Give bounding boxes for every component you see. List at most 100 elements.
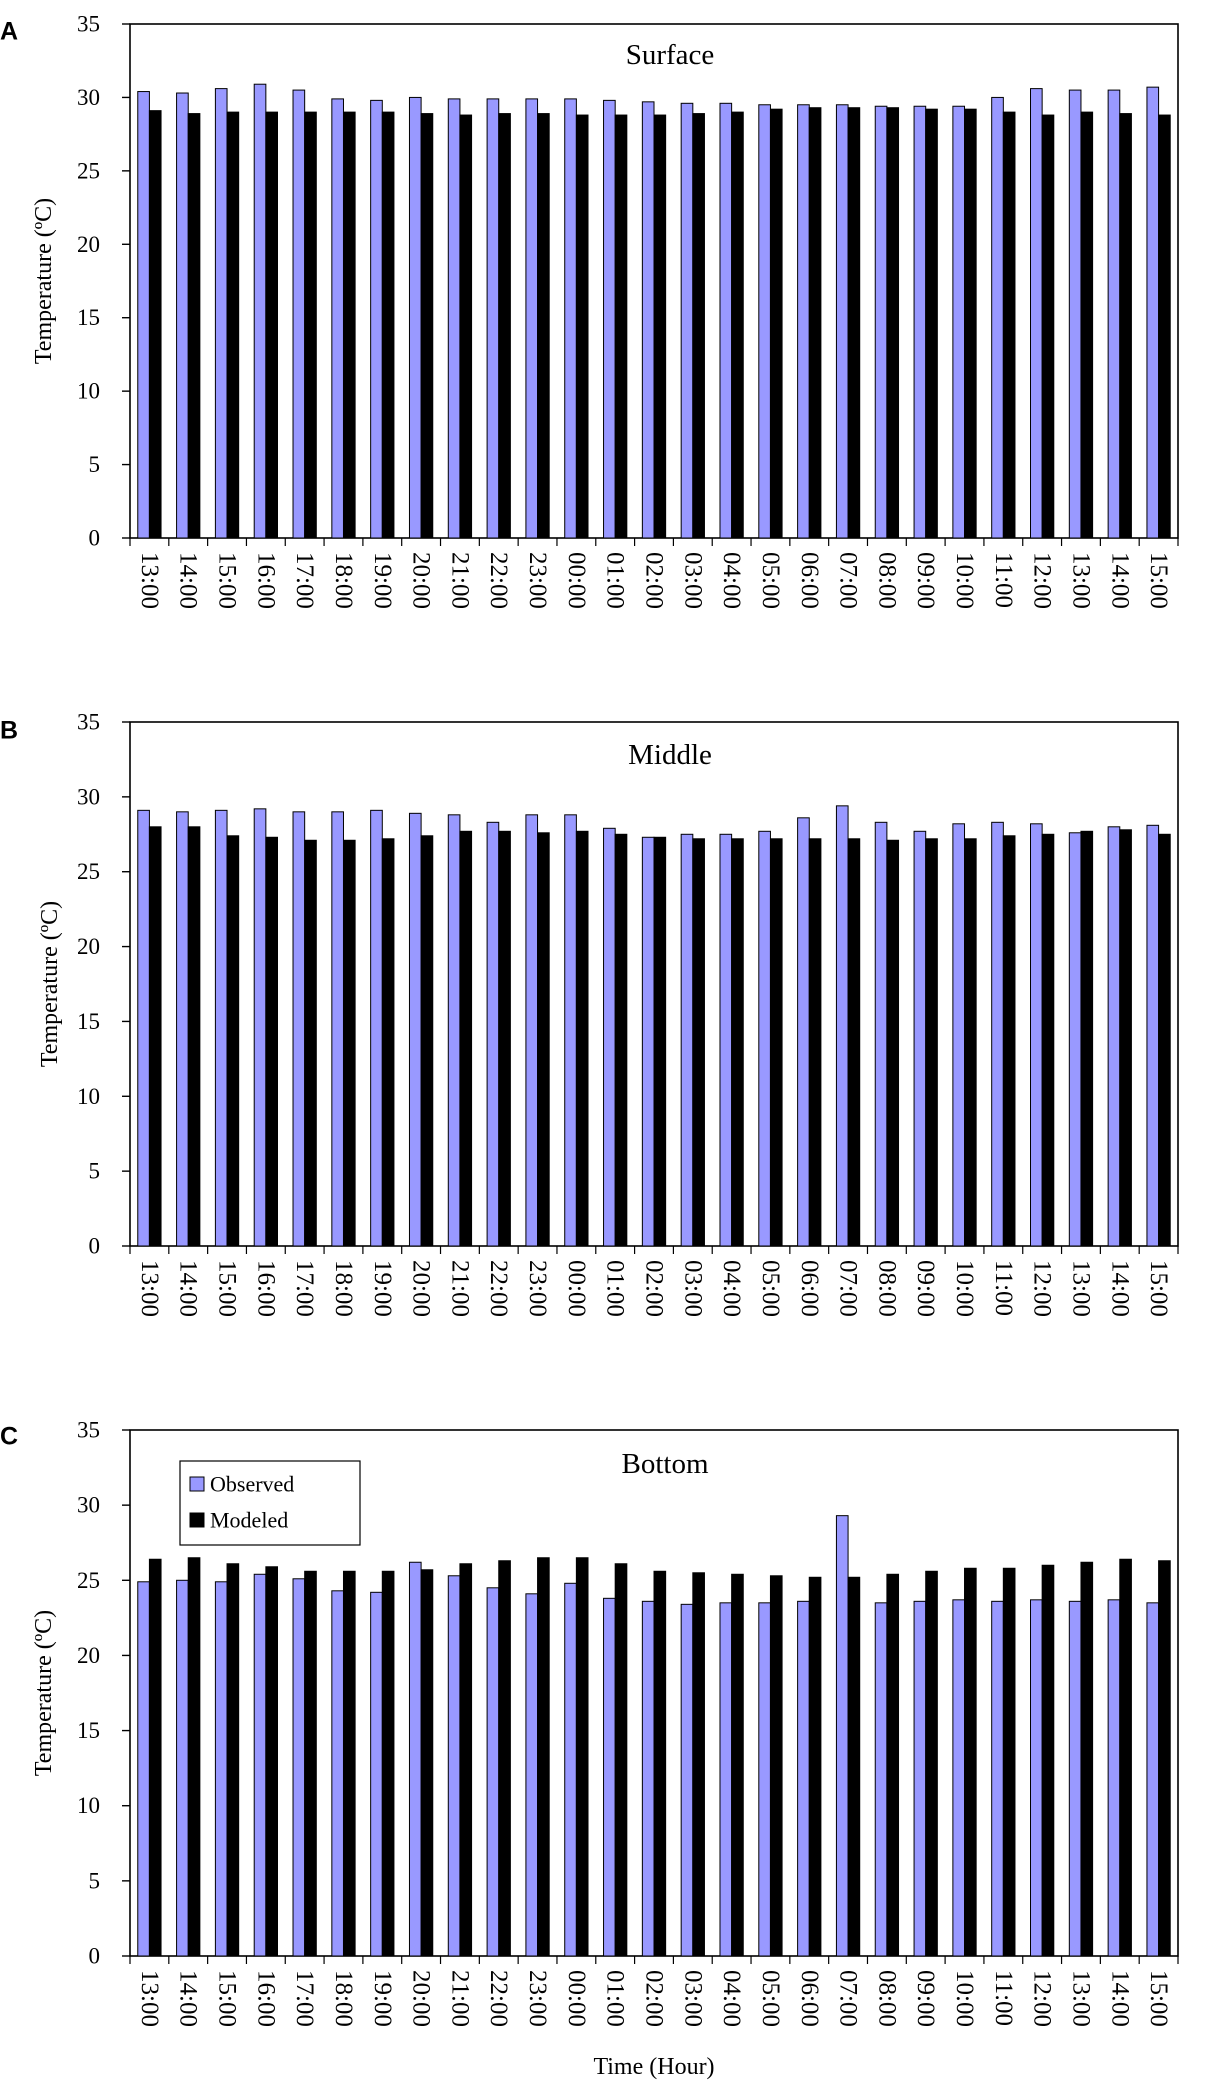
x-tick-label: 20:00 [408, 1260, 435, 1317]
x-tick-label: 22:00 [485, 1970, 512, 2027]
bar-observed-13 [641, 836, 655, 1247]
bar-observed-9 [486, 821, 500, 1247]
bar-modeled-23 [1041, 114, 1055, 539]
bar-observed-24 [1068, 1600, 1082, 1957]
bar-observed-17 [797, 104, 810, 539]
y-tick-label: 35 [77, 710, 100, 735]
y-tick-label: 20 [77, 1643, 100, 1668]
y-tick-label: 30 [77, 85, 100, 110]
bar-observed-8 [447, 814, 461, 1247]
bar-modeled-7 [420, 113, 434, 539]
y-tick-label: 25 [77, 859, 100, 884]
bar-observed-1 [176, 811, 189, 1247]
bar-modeled-17 [808, 1576, 822, 1957]
bar-observed-20 [913, 1600, 927, 1957]
bar-observed-26 [1146, 86, 1160, 539]
x-tick-label: 16:00 [252, 1260, 279, 1317]
bar-modeled-9 [498, 830, 511, 1247]
x-tick-label: 11:00 [990, 1260, 1017, 1316]
bar-modeled-10 [537, 113, 550, 539]
bar-observed-9 [486, 1587, 500, 1957]
x-tick-label: 06:00 [796, 1970, 823, 2027]
bar-observed-0 [137, 809, 150, 1247]
bar-observed-15 [719, 833, 733, 1247]
bar-modeled-19 [886, 107, 900, 539]
x-tick-label: 03:00 [679, 1260, 706, 1317]
legend-box [179, 1460, 361, 1546]
bar-modeled-14 [692, 113, 705, 539]
bar-observed-14 [680, 1603, 694, 1957]
bar-modeled-13 [653, 1570, 667, 1957]
x-tick-label: 13:00 [136, 1260, 163, 1317]
bar-modeled-13 [653, 836, 667, 1247]
x-tick-label: 05:00 [757, 552, 784, 609]
bar-observed-11 [564, 1582, 577, 1957]
bar-modeled-21 [964, 838, 977, 1247]
bar-modeled-25 [1119, 1558, 1132, 1957]
bar-observed-7 [408, 1561, 422, 1957]
bar-observed-5 [331, 811, 344, 1247]
bar-observed-7 [408, 96, 422, 539]
x-tick-label: 22:00 [485, 1260, 512, 1317]
x-tick-label: 03:00 [679, 552, 706, 609]
bar-modeled-15 [731, 838, 744, 1247]
bar-modeled-21 [964, 1567, 977, 1957]
bar-observed-12 [603, 99, 616, 539]
x-tick-label: 17:00 [291, 1260, 318, 1317]
y-axis-title: Temperature (ºC) [31, 198, 57, 364]
bar-observed-5 [331, 1590, 344, 1957]
x-tick-label: 19:00 [369, 1260, 396, 1317]
chart-panel-a: A 0 5 10 15 20 25 30 35 Temperature (ºC) Surface 13… [0, 12, 1179, 609]
x-tick-label: 08:00 [873, 1260, 900, 1317]
x-tick-label: 04:00 [718, 1260, 745, 1317]
bar-modeled-6 [381, 1570, 395, 1957]
y-tick-label: 15 [77, 1718, 100, 1743]
x-tick-label: 10:00 [951, 1260, 978, 1317]
x-tick-label: 21:00 [446, 1260, 473, 1317]
x-tick-label: 06:00 [796, 1260, 823, 1317]
chart-title: Bottom [621, 1448, 708, 1480]
x-tick-label: 01:00 [602, 552, 629, 609]
bar-modeled-5 [342, 839, 356, 1247]
bar-modeled-6 [381, 838, 395, 1247]
x-tick-label: 19:00 [369, 1970, 396, 2027]
bar-observed-10 [525, 1593, 539, 1957]
bar-observed-14 [680, 833, 694, 1247]
bar-observed-21 [952, 105, 966, 539]
x-axis-title: Time (Hour) [593, 2054, 714, 2080]
bar-observed-17 [797, 817, 810, 1247]
y-tick-label: 15 [77, 305, 100, 330]
x-tick-label: 05:00 [757, 1970, 784, 2027]
bar-modeled-10 [537, 1557, 550, 1957]
bar-observed-19 [874, 821, 888, 1247]
x-tick-label: 14:00 [1106, 1260, 1133, 1317]
x-tick-label: 07:00 [835, 1970, 862, 2027]
bar-observed-3 [253, 83, 267, 539]
x-tick-label: 15:00 [1145, 1260, 1172, 1317]
x-tick-label: 22:00 [485, 552, 512, 609]
bar-modeled-5 [342, 1570, 356, 1957]
bar-observed-12 [603, 827, 616, 1247]
y-tick-label: 10 [77, 379, 100, 404]
bar-observed-0 [137, 91, 150, 539]
bar-modeled-17 [808, 107, 822, 539]
panel-letter: A [0, 18, 18, 46]
bar-observed-10 [525, 98, 539, 539]
x-tick-label: 14:00 [1106, 552, 1133, 609]
bar-modeled-2 [226, 111, 240, 539]
chart-panel-c: C 0 5 10 15 20 25 30 35 Temperature (ºC) Bottom 13:… [0, 1418, 1179, 2080]
bar-observed-5 [331, 98, 344, 539]
bar-modeled-4 [304, 1570, 317, 1957]
bar-modeled-11 [575, 114, 589, 539]
y-tick-label: 15 [77, 1009, 100, 1034]
x-tick-label: 21:00 [446, 1970, 473, 2027]
y-tick-label: 25 [77, 1568, 100, 1593]
bar-observed-23 [1030, 823, 1043, 1247]
bar-modeled-20 [925, 108, 938, 539]
bar-observed-11 [564, 98, 577, 539]
bar-modeled-26 [1158, 114, 1171, 539]
x-tick-label: 15:00 [214, 552, 241, 609]
bar-modeled-26 [1158, 833, 1171, 1247]
bar-observed-18 [835, 104, 849, 539]
legend-label-modeled: Modeled [210, 1508, 288, 1533]
